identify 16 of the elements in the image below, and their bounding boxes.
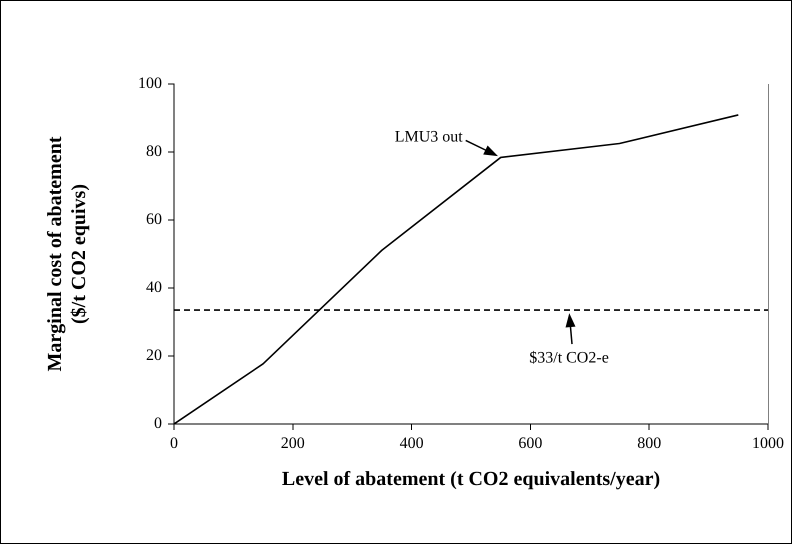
- y-tick-label: 40: [146, 279, 162, 296]
- x-tick-label: 1000: [752, 434, 784, 452]
- x-tick-label: 200: [280, 434, 305, 452]
- annotation: LMU3 out: [394, 128, 464, 146]
- x-tick-label: 0: [170, 434, 178, 452]
- y-axis-title: Marginal cost of abatement ($/t CO2 equivs): [44, 136, 90, 372]
- y-tick-label: 100: [138, 75, 162, 92]
- y-tick-label: 20: [146, 347, 162, 364]
- y-tick-label: 60: [146, 211, 162, 228]
- x-axis-title: Level of abatement (t CO2 equivalents/year): [282, 468, 660, 490]
- y-tick-label: 0: [154, 415, 162, 432]
- x-tick-label: 400: [400, 434, 424, 452]
- x-tick-label: 600: [518, 434, 542, 452]
- x-tick-label: 800: [637, 434, 662, 452]
- y-tick-label: 80: [146, 143, 162, 160]
- annotation: $33/t CO2-e: [529, 349, 609, 366]
